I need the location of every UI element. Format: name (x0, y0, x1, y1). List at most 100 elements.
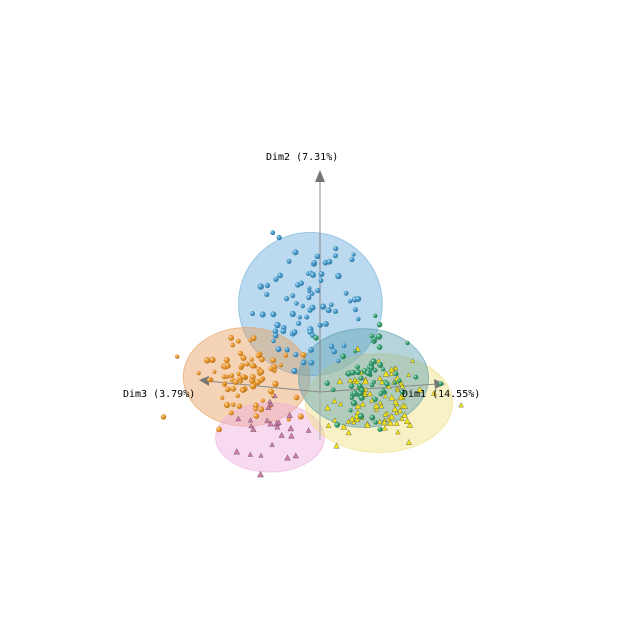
data-point-shading (299, 281, 304, 286)
data-point-shading (290, 293, 295, 298)
data-point-shading (377, 362, 383, 368)
data-point-shading (270, 311, 276, 317)
data-point-shading (236, 339, 241, 344)
data-point-shading (300, 352, 306, 358)
data-point-shading (276, 346, 282, 352)
data-point-shading (264, 292, 269, 297)
data-point-shading (296, 321, 301, 326)
data-point-shading (377, 427, 382, 432)
data-point-shading (301, 360, 306, 365)
data-point-shading (333, 253, 338, 258)
data-point-shading (222, 374, 227, 379)
data-point-shading (293, 352, 298, 357)
data-point-shading (413, 375, 418, 380)
data-point-shading (274, 322, 280, 328)
data-point-shading (284, 296, 289, 301)
data-point-shading (310, 272, 316, 278)
data-point-shading (326, 307, 332, 313)
data-point-shading (373, 420, 378, 425)
data-point-shading (304, 315, 309, 320)
data-point-shading (224, 357, 230, 363)
data-point-shading (270, 230, 275, 235)
data-point-shading (258, 283, 264, 289)
data-point-shading (355, 296, 361, 302)
data-point-shading (225, 363, 231, 369)
data-point-shading (348, 299, 352, 303)
data-point-shading (331, 387, 336, 392)
data-point-shading (294, 395, 300, 401)
data-point-shading (319, 271, 325, 277)
data-point-shading (220, 396, 224, 400)
data-point-shading (397, 378, 402, 383)
data-point-shading (204, 357, 210, 363)
data-point-shading (315, 288, 320, 293)
data-point-shading (318, 278, 323, 283)
data-point-shading (292, 329, 298, 335)
data-point-shading (250, 374, 256, 380)
data-point-shading (291, 368, 297, 374)
data-point-shading (272, 381, 278, 387)
data-point-shading (344, 291, 349, 296)
data-point-shading (212, 370, 216, 374)
data-point-shading (360, 388, 365, 393)
data-point-shading (279, 363, 283, 367)
data-point-shading (240, 355, 246, 361)
data-point-shading (249, 357, 254, 362)
data-point-shading (373, 314, 377, 318)
data-point-shading (355, 369, 361, 375)
data-point-shading (298, 413, 304, 419)
data-point-shading (358, 413, 364, 419)
data-point-shading (317, 323, 321, 327)
data-point-shading (377, 322, 382, 327)
data-point-shading (306, 295, 311, 300)
data-point-shading (310, 291, 315, 296)
data-point-shading (369, 415, 375, 421)
data-point-shading (381, 367, 385, 371)
data-point-shading (312, 260, 317, 265)
data-point-shading (236, 371, 240, 375)
data-point-shading (394, 371, 399, 376)
data-point-shading (233, 379, 239, 385)
data-point-shading (307, 286, 311, 290)
data-point-shading (349, 384, 354, 389)
dim1-axis-label: Dim1 (14.55%) (402, 389, 480, 400)
data-point-shading (355, 365, 360, 370)
data-point-shading (285, 347, 290, 352)
data-point-shading (265, 283, 270, 288)
data-point-shading (335, 273, 341, 279)
data-point-shading (342, 343, 347, 348)
data-point-shading (273, 277, 278, 282)
data-point-shading (359, 376, 364, 381)
data-point-shading (298, 315, 302, 319)
data-point-shading (241, 388, 245, 392)
data-point-shading (293, 249, 299, 255)
data-point-shading (245, 361, 250, 366)
data-point-shading (308, 347, 314, 353)
data-point-shading (241, 374, 246, 379)
data-point-shading (229, 410, 234, 415)
data-point-shading (300, 304, 304, 308)
data-point-shading (277, 273, 283, 279)
data-point-shading (365, 370, 371, 376)
data-point-shading (259, 369, 265, 375)
data-point-shading (310, 305, 316, 311)
data-point-shading (438, 381, 443, 386)
data-point-shading (253, 407, 257, 411)
data-point-shading (230, 386, 236, 392)
data-point-shading (225, 387, 230, 392)
data-point-shading (315, 254, 321, 260)
data-point-shading (308, 360, 314, 366)
data-point-shading (287, 418, 291, 422)
data-point-shading (381, 388, 386, 393)
data-point-shading (250, 311, 255, 316)
data-point-shading (229, 373, 234, 378)
dim2-axis-arrow (315, 170, 325, 182)
data-point-shading (258, 406, 264, 412)
data-point-shading (336, 359, 340, 363)
data-point-shading (250, 383, 256, 389)
data-point-shading (270, 357, 276, 363)
data-point-shading (240, 363, 245, 368)
data-point-shading (350, 370, 356, 376)
data-point-shading (290, 311, 296, 317)
